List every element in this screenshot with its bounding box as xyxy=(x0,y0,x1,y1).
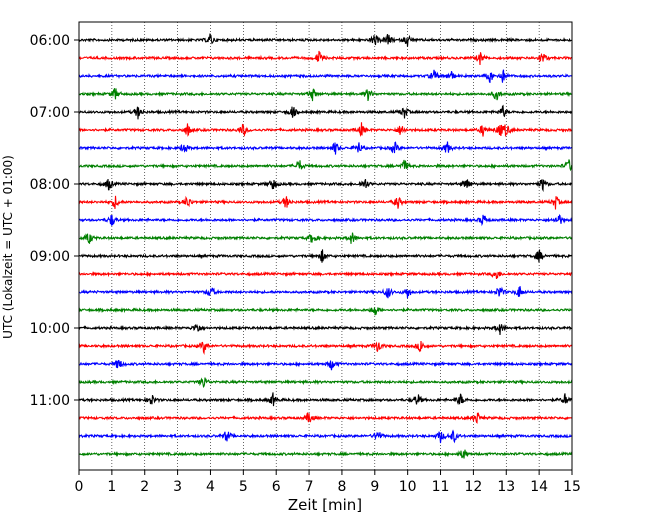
trace-row-0800 xyxy=(78,178,573,193)
y-tick-label-1100: 11:00 xyxy=(30,393,70,409)
x-tick-label-15: 15 xyxy=(563,479,581,495)
x-axis-ticks: 0 1 2 3 4 5 6 7 8 9 10 11 12 13 14 15 xyxy=(75,470,581,495)
trace-row-0815 xyxy=(78,195,573,210)
trace-row-0700 xyxy=(78,104,573,120)
x-tick-label-7: 7 xyxy=(305,479,314,495)
trace-row-0615 xyxy=(78,50,573,65)
x-tick-label-6: 6 xyxy=(272,479,281,495)
trace-row-1000 xyxy=(78,323,573,335)
y-tick-label-0600: 06:00 xyxy=(30,33,70,49)
trace-row-1100 xyxy=(78,392,573,407)
y-tick-label-0900: 09:00 xyxy=(30,249,70,265)
x-tick-label-11: 11 xyxy=(432,479,450,495)
plot-frame xyxy=(78,21,573,471)
x-tick-label-13: 13 xyxy=(497,479,515,495)
trace-row-0930 xyxy=(78,286,573,299)
y-tick-label-1000: 10:00 xyxy=(30,321,70,337)
trace-row-0745 xyxy=(78,159,573,172)
trace-row-0730 xyxy=(78,141,573,155)
trace-row-1015 xyxy=(78,340,573,355)
trace-row-0845 xyxy=(78,232,573,244)
trace-row-0645 xyxy=(78,88,573,102)
x-tick-label-9: 9 xyxy=(370,479,379,495)
x-axis-label: Zeit [min] xyxy=(288,496,362,514)
y-tick-label-0800: 08:00 xyxy=(30,177,70,193)
x-tick-label-2: 2 xyxy=(140,479,149,495)
trace-row-0630 xyxy=(78,69,573,84)
trace-row-0715 xyxy=(78,122,573,138)
trace-row-0915 xyxy=(78,270,573,279)
y-axis-ticks: 06:00 07:00 08:00 09:00 10:00 11:00 xyxy=(30,33,79,409)
x-tick-label-4: 4 xyxy=(206,479,215,495)
trace-row-0600 xyxy=(78,33,573,47)
y-axis-label: UTC (Lokalzeit = UTC + 01:00) xyxy=(1,155,15,339)
trace-row-0900 xyxy=(78,249,573,263)
grid-lines xyxy=(111,22,540,470)
x-tick-label-3: 3 xyxy=(173,479,182,495)
x-tick-label-5: 5 xyxy=(239,479,248,495)
x-tick-label-14: 14 xyxy=(530,479,548,495)
seismic-traces xyxy=(78,33,573,459)
trace-row-1030 xyxy=(78,359,573,371)
y-tick-label-0700: 07:00 xyxy=(30,105,70,121)
x-tick-label-0: 0 xyxy=(75,479,84,495)
trace-row-0945 xyxy=(78,306,573,316)
trace-row-1130 xyxy=(78,429,573,444)
x-tick-label-12: 12 xyxy=(464,479,482,495)
trace-row-1045 xyxy=(78,377,573,389)
x-tick-label-8: 8 xyxy=(337,479,346,495)
trace-row-1115 xyxy=(78,411,573,424)
x-tick-label-1: 1 xyxy=(107,479,116,495)
trace-row-0830 xyxy=(78,214,573,227)
trace-row-1145 xyxy=(78,449,573,459)
x-tick-label-10: 10 xyxy=(399,479,417,495)
